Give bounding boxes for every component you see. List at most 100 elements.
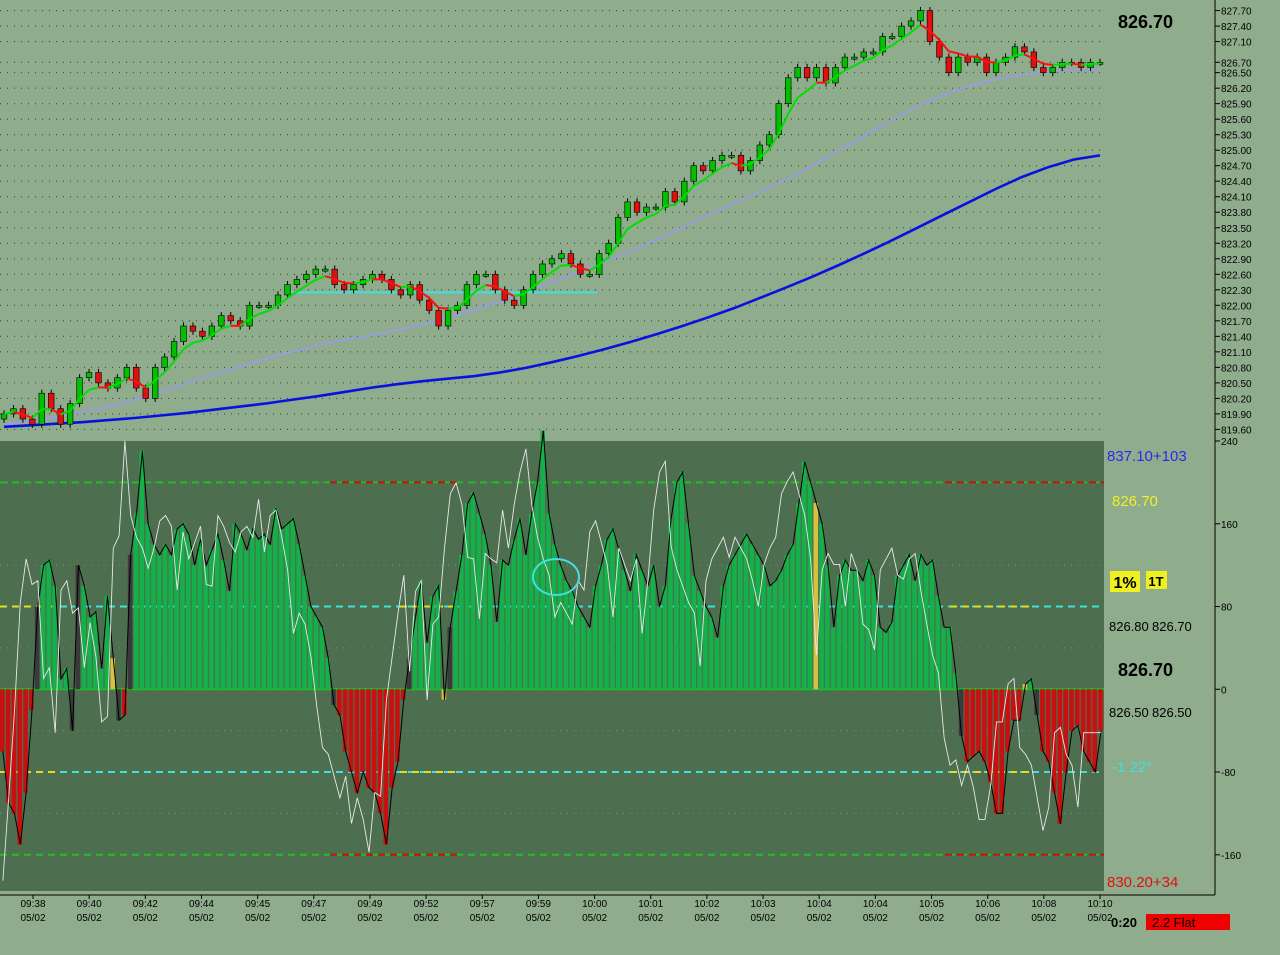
histogram-bar [575, 607, 580, 690]
histogram-bar [581, 617, 586, 689]
histogram-bar [169, 555, 174, 689]
histogram-bar [488, 565, 493, 689]
oscillator-tick-label: 240 [1221, 437, 1238, 448]
fast-ma-segment [1081, 64, 1090, 65]
bottom-left-value: 0:20 [1111, 915, 1137, 930]
date-tick-label: 05/02 [751, 913, 776, 924]
histogram-bar [831, 627, 836, 689]
candle-body [842, 57, 848, 67]
time-tick-label: 10:06 [975, 899, 1000, 910]
candle-body [436, 310, 442, 326]
histogram-bar [494, 622, 499, 689]
time-tick-label: 09:38 [20, 899, 45, 910]
candle-body [993, 62, 999, 72]
histogram-bar [471, 493, 476, 690]
date-tick-label: 05/02 [133, 913, 158, 924]
histogram-bar [163, 544, 168, 689]
price-tick-label: 822.00 [1221, 301, 1252, 312]
histogram-bar [569, 591, 574, 689]
candle-body [644, 207, 650, 212]
price-tick-label: 826.50 [1221, 69, 1252, 80]
candle-body [729, 155, 735, 157]
histogram-bar [354, 689, 359, 792]
histogram-bar [773, 581, 778, 690]
histogram-bar [779, 570, 784, 689]
candle-body [559, 254, 565, 259]
time-tick-label: 09:49 [357, 899, 382, 910]
histogram-bar [285, 524, 290, 690]
histogram-bar [314, 617, 319, 689]
oscillator-tick-label: 0 [1221, 685, 1227, 696]
histogram-bar [308, 607, 313, 690]
histogram-bar [697, 591, 702, 689]
histogram-bar [540, 431, 545, 690]
histogram-bar [279, 529, 284, 689]
date-tick-label: 05/02 [1031, 913, 1056, 924]
price-top-label: 826.70 [1112, 493, 1158, 510]
candle-body [634, 202, 640, 212]
histogram-bar [12, 689, 17, 813]
histogram-bar [662, 586, 667, 689]
date-tick-label: 05/02 [245, 913, 270, 924]
price-tick-label: 826.20 [1221, 84, 1252, 95]
histogram-bar [261, 534, 266, 689]
histogram-bar [738, 544, 743, 689]
histogram-bar [273, 508, 278, 689]
candle-body [965, 57, 971, 62]
candle-body [606, 243, 612, 253]
histogram-bar [901, 565, 906, 689]
histogram-bar [267, 544, 272, 689]
candle-body [266, 305, 272, 307]
time-tick-label: 10:05 [919, 899, 944, 910]
date-tick-label: 05/02 [638, 913, 663, 924]
histogram-bar [1087, 689, 1092, 761]
price-tick-label: 824.70 [1221, 162, 1252, 173]
histogram-bar [174, 529, 179, 689]
price-tick-label: 825.30 [1221, 131, 1252, 142]
histogram-bar [982, 689, 987, 761]
upper-band-label: 837.10+103 [1107, 448, 1187, 465]
histogram-bar [912, 581, 917, 690]
histogram-bar [372, 689, 377, 792]
histogram-bar [813, 503, 818, 689]
histogram-bar [767, 586, 772, 689]
fast-ma-segment [1015, 54, 1024, 55]
date-tick-label: 05/02 [975, 913, 1000, 924]
histogram-bar [250, 529, 255, 689]
histogram-bar [848, 570, 853, 689]
histogram-bar [564, 581, 569, 690]
histogram-bar [976, 689, 981, 751]
date-tick-label: 05/02 [20, 913, 45, 924]
candle-body [483, 274, 489, 276]
price-tick-label: 827.70 [1221, 7, 1252, 18]
histogram-bar [935, 596, 940, 689]
histogram-bar [1098, 689, 1103, 730]
candle-body [341, 285, 347, 290]
histogram-bar [198, 539, 203, 689]
candle-body [247, 305, 253, 326]
candle-body [58, 409, 64, 425]
price-tick-label: 825.00 [1221, 146, 1252, 157]
histogram-bar [151, 544, 156, 689]
candle-body [852, 57, 858, 59]
candle-body [984, 57, 990, 73]
status-badge-label: 2.2 Flat [1152, 915, 1196, 930]
candle-body [568, 254, 574, 264]
price-tick-label: 823.50 [1221, 224, 1252, 235]
histogram-bar [546, 513, 551, 689]
histogram-bar [843, 560, 848, 689]
histogram-bar [343, 689, 348, 751]
histogram-bar [227, 591, 232, 689]
candle-body [285, 285, 291, 295]
pair-upper-left: 826.80 [1109, 619, 1149, 634]
histogram-bar [866, 560, 871, 689]
histogram-bar [860, 581, 865, 690]
candle-body [1022, 47, 1028, 52]
histogram-bar [598, 565, 603, 689]
time-tick-label: 09:59 [526, 899, 551, 910]
date-tick-label: 05/02 [357, 913, 382, 924]
price-tick-label: 819.90 [1221, 410, 1252, 421]
time-tick-label: 10:04 [863, 899, 888, 910]
histogram-bar [802, 462, 807, 690]
